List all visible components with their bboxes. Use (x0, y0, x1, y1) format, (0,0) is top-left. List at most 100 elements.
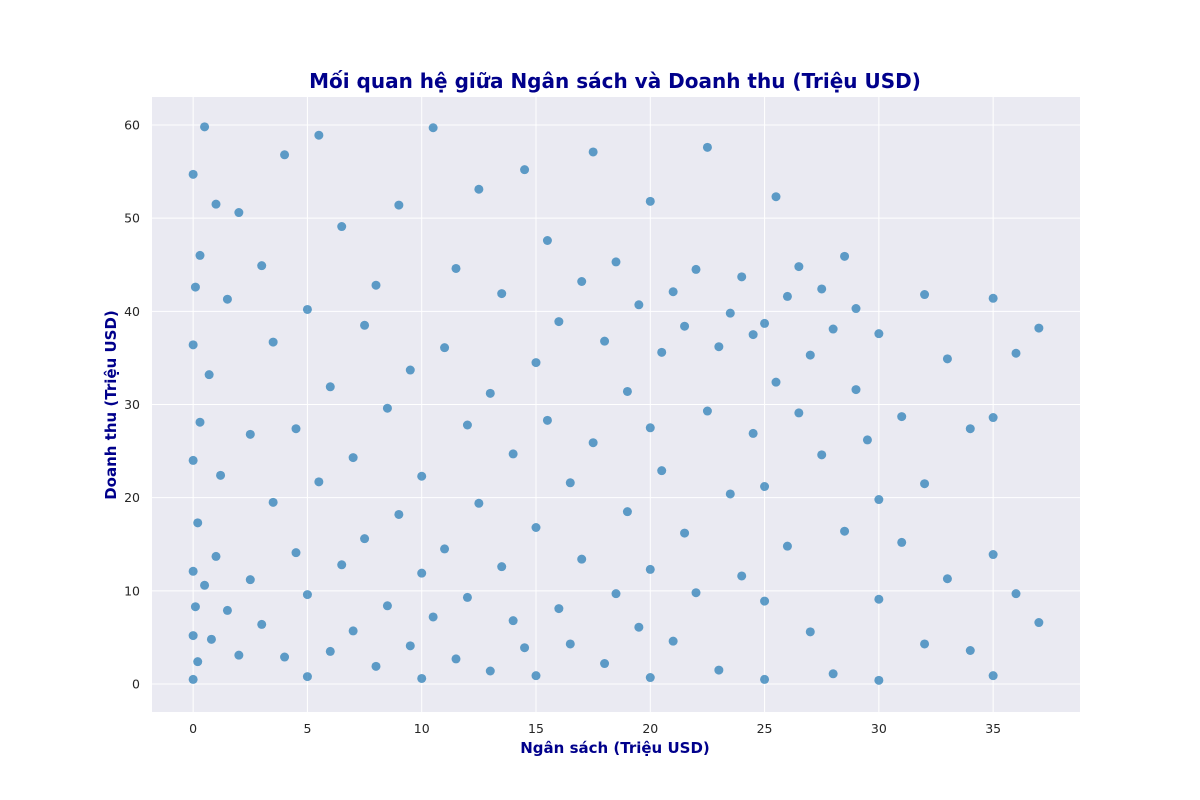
scatter-point (508, 449, 518, 459)
scatter-points (188, 122, 1044, 685)
scatter-point (565, 639, 575, 649)
scatter-point (417, 471, 427, 481)
scatter-point (611, 589, 621, 599)
scatter-point (291, 548, 301, 558)
scatter-point (680, 528, 690, 538)
scatter-point (520, 643, 530, 653)
scatter-point (371, 280, 381, 290)
scatter-point (988, 413, 998, 423)
scatter-point (531, 523, 541, 532)
scatter-point (702, 406, 712, 416)
y-tick-label-2: 20 (124, 490, 140, 505)
scatter-point (234, 208, 244, 218)
scatter-point (657, 347, 667, 357)
scatter-point (193, 657, 203, 667)
scatter-point (668, 636, 678, 646)
scatter-point (897, 537, 907, 547)
scatter-point (920, 639, 930, 649)
scatter-point (200, 580, 210, 590)
scatter-point (193, 518, 203, 528)
scatter-point (920, 479, 930, 489)
scatter-point (725, 308, 735, 318)
scatter-point (195, 417, 205, 427)
scatter-point (348, 453, 358, 463)
scatter-point (577, 554, 587, 564)
scatter-point (634, 622, 644, 632)
scatter-point (874, 329, 884, 339)
chart-title: Mối quan hệ giữa Ngân sách và Doanh thu … (309, 69, 921, 93)
scatter-point (360, 534, 370, 544)
scatter-point (520, 165, 530, 175)
scatter-point (920, 290, 930, 300)
scatter-point (828, 669, 838, 679)
y-tick-label-0: 0 (132, 677, 140, 692)
scatter-point (302, 304, 312, 314)
scatter-point (691, 264, 701, 274)
scatter-point (817, 450, 827, 460)
scatter-point (622, 386, 632, 396)
scatter-point (611, 257, 621, 267)
scatter-point (216, 470, 226, 480)
scatter-point (840, 526, 850, 536)
scatter-point (828, 324, 838, 334)
scatter-point (622, 507, 632, 517)
x-tick-label-3: 15 (528, 721, 544, 736)
scatter-point (748, 428, 758, 438)
scatter-point (497, 289, 507, 299)
scatter-point (280, 652, 290, 662)
scatter-point (1011, 589, 1021, 599)
scatter-point (942, 354, 952, 364)
scatter-point (485, 388, 495, 398)
scatter-point (497, 562, 507, 572)
scatter-point (474, 498, 484, 508)
scatter-point (760, 482, 770, 491)
scatter-point (691, 588, 701, 598)
x-tick-label-7: 35 (985, 721, 1001, 736)
y-axis-ticks: 0 10 20 30 40 50 60 (124, 117, 140, 691)
x-axis-label: Ngân sách (Triệu USD) (520, 739, 710, 757)
scatter-point (737, 571, 747, 581)
scatter-point (531, 671, 541, 681)
scatter-point (645, 423, 655, 433)
y-tick-label-3: 30 (124, 397, 140, 412)
x-tick-label-2: 10 (414, 721, 430, 736)
scatter-point (794, 408, 804, 418)
scatter-point (206, 634, 216, 644)
scatter-point (760, 318, 770, 328)
scatter-point (268, 337, 278, 347)
scatter-point (874, 495, 884, 505)
scatter-point (1011, 348, 1021, 358)
scatter-point (314, 477, 324, 487)
scatter-point (268, 497, 278, 507)
scatter-point (634, 300, 644, 310)
scatter-point (760, 596, 770, 606)
scatter-point (337, 560, 347, 570)
scatter-point (577, 277, 587, 286)
scatter-point (190, 602, 200, 612)
scatter-point (325, 382, 335, 392)
scatter-point (440, 544, 450, 554)
scatter-point (188, 455, 198, 465)
scatter-point (897, 412, 907, 422)
scatter-point (657, 466, 667, 476)
x-tick-label-4: 20 (642, 721, 658, 736)
scatter-point (554, 317, 564, 327)
scatter-point (417, 568, 427, 578)
scatter-point (257, 619, 267, 629)
scatter-point (405, 641, 415, 651)
y-tick-label-4: 40 (124, 304, 140, 319)
scatter-point (965, 424, 975, 434)
scatter-point (371, 661, 381, 671)
scatter-point (348, 626, 358, 636)
scatter-point (760, 674, 770, 684)
scatter-point (874, 675, 884, 685)
scatter-point (817, 284, 827, 294)
scatter-point (405, 365, 415, 375)
scatter-point (462, 420, 472, 430)
scatter-point (291, 424, 301, 434)
scatter-point (851, 385, 861, 395)
scatter-point (325, 646, 335, 656)
scatter-point (862, 435, 872, 445)
scatter-point (531, 358, 541, 368)
